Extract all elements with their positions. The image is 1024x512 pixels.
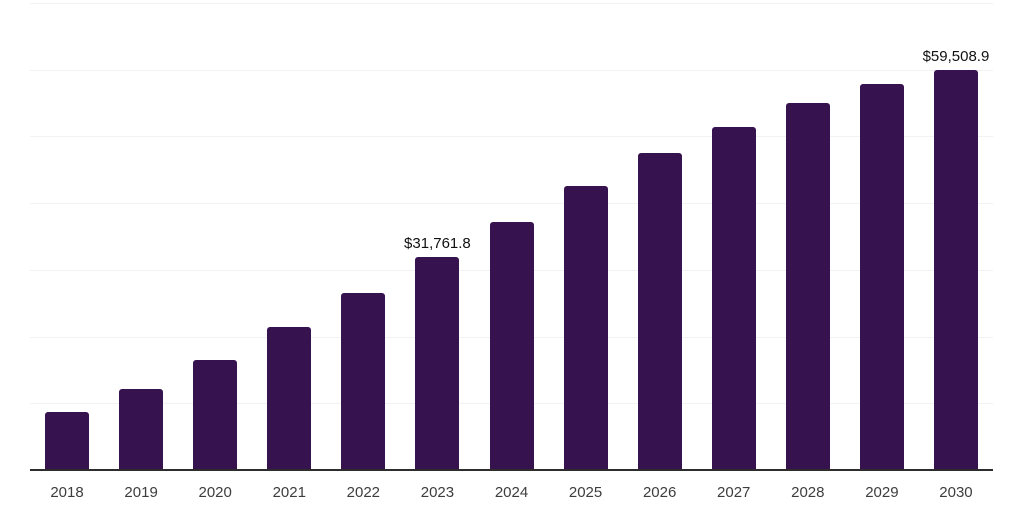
gridline [30,136,993,138]
x-axis-label-2023: 2023 [420,484,455,501]
bar-2025 [563,186,608,470]
plot-area: $31,761.8 $59,508.9 [30,3,993,470]
x-axis-label-2020: 2020 [198,484,232,501]
bar-2024 [489,222,534,470]
x-axis-label-2024: 2024 [494,484,529,501]
bar-2030 [933,70,978,470]
gridline [30,203,993,205]
x-axis-label-2022: 2022 [346,484,381,501]
x-axis-label-2018: 2018 [50,484,84,501]
bar-value-label: $59,508.9 [922,48,990,66]
bar-2022 [341,292,386,470]
x-axis-label-2028: 2028 [791,484,825,501]
x-axis-label-2029: 2029 [865,484,899,501]
x-axis-label-2021: 2021 [272,484,306,501]
bar-2021 [267,327,312,470]
bar-value-label: $31,761.8 [404,234,471,252]
x-axis-label-2026: 2026 [642,484,677,501]
bar-2027 [711,126,756,470]
gridline [30,69,993,71]
bar-2020 [193,359,238,470]
bar-2026 [637,153,682,470]
bar-2019 [119,388,164,470]
bar-2029 [859,83,904,470]
bar-2023 [415,256,460,470]
bar-2028 [785,103,830,470]
x-axis-line [30,469,993,471]
x-axis-labels: 2018 2019 2020 2021 2022 2023 2024 2025 2026 2027… [30,484,993,502]
bar-2018 [45,412,90,470]
x-axis-label-2030: 2030 [939,484,973,501]
gridline [30,3,993,4]
x-axis-label-2025: 2025 [568,484,603,501]
x-axis-label-2027: 2027 [717,484,751,501]
x-axis-label-2019: 2019 [124,484,158,501]
